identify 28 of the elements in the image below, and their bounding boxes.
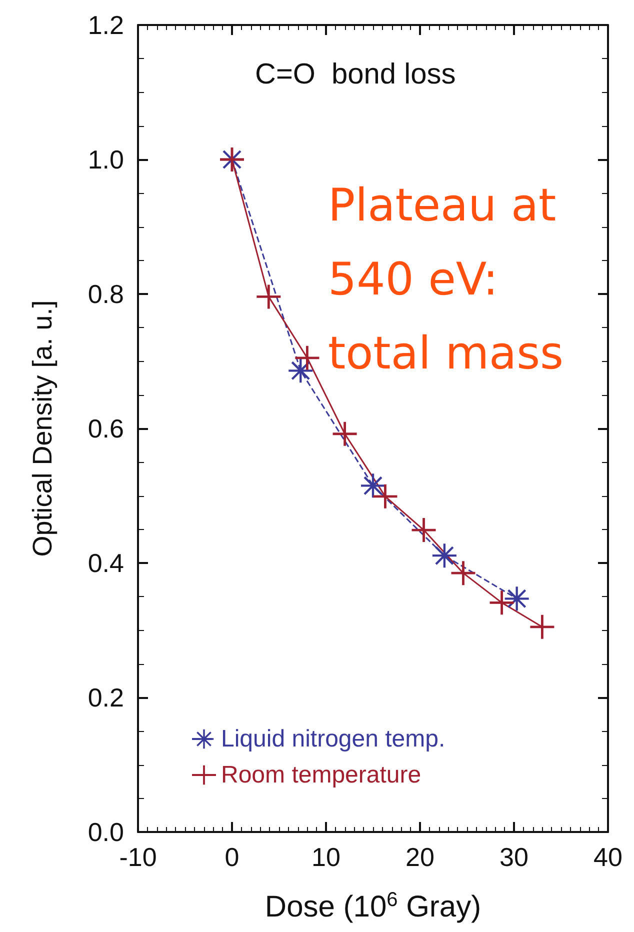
- point: [412, 518, 436, 542]
- point: [288, 358, 313, 383]
- annotation: Plateau at 540 eV: total mass: [328, 178, 570, 380]
- x-tick-label: 20: [406, 842, 434, 872]
- point: [530, 614, 554, 639]
- x-tick-label: 10: [312, 842, 340, 872]
- point: [490, 590, 514, 615]
- x-tick-label: 0: [224, 842, 240, 872]
- point: [256, 284, 281, 309]
- point: [295, 346, 320, 370]
- point: [332, 422, 357, 446]
- y-axis-title: Optical Density [a. u.]: [28, 300, 58, 557]
- legend-label: Liquid nitrogen temp.: [221, 726, 446, 752]
- point: [361, 474, 385, 498]
- point: [504, 586, 529, 611]
- point: [373, 484, 398, 508]
- y-tick-label: 0.8: [88, 279, 124, 309]
- x-tick-label: 30: [500, 842, 528, 872]
- y-tick-label: 0.4: [88, 548, 124, 578]
- y-tick-label: 1.2: [88, 10, 124, 40]
- point: [451, 561, 476, 586]
- y-tick-label: 0.2: [88, 682, 124, 712]
- y-tick-label: 0.6: [88, 414, 124, 444]
- legend-label: Room temperature: [221, 762, 422, 788]
- point: [432, 544, 456, 568]
- y-tick-label: 1.0: [88, 144, 124, 174]
- text: C=O bond loss: [255, 58, 456, 90]
- x-tick-label: 40: [594, 842, 622, 872]
